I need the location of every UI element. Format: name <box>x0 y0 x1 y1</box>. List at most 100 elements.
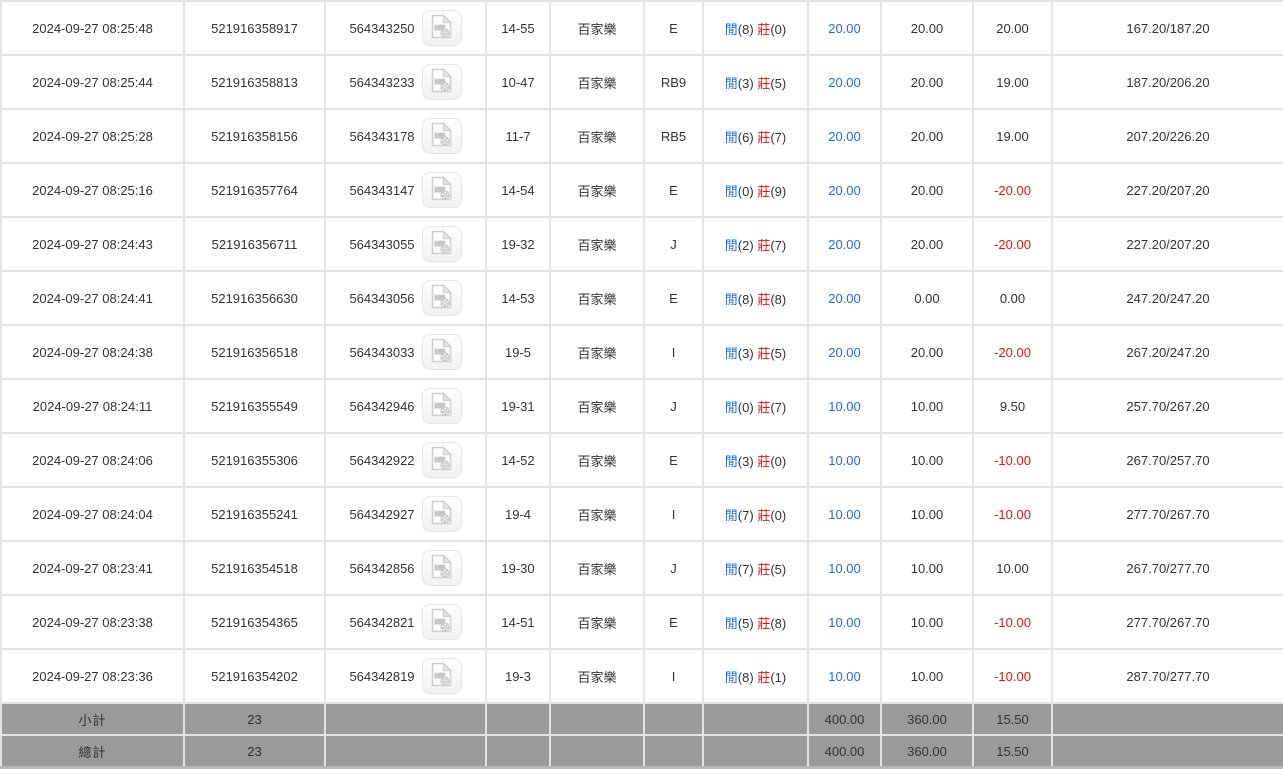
round-cell: 564343178 <box>324 108 487 164</box>
bet-id: 521916356711 <box>183 216 326 272</box>
subtotal-valid-total: 360.00 <box>880 702 974 736</box>
banker-points: (7) <box>770 237 787 253</box>
table-row: 2024-09-27 08:23:38 521916354365 5643428… <box>0 594 1283 650</box>
subtotal-empty-cell <box>485 702 551 736</box>
balance: 207.20/226.20 <box>1051 108 1283 164</box>
round-cell: 564343250 <box>324 0 487 56</box>
valid-bet: 20.00 <box>880 108 974 164</box>
bet-amount-link[interactable]: 20.00 <box>828 236 861 252</box>
bet-amount-link[interactable]: 20.00 <box>828 182 861 198</box>
banker-label: 莊 <box>757 345 771 361</box>
player-points: (5) <box>737 615 754 631</box>
balance: 167.20/187.20 <box>1051 0 1283 56</box>
balance: 277.70/267.70 <box>1051 486 1283 542</box>
video-replay-button[interactable] <box>421 172 462 208</box>
bet-amount-link[interactable]: 10.00 <box>828 506 861 522</box>
table-row: 2024-09-27 08:24:11 521916355549 5643429… <box>0 378 1283 434</box>
subtotal-row: 小計 23 400.00 360.00 15.50 <box>0 702 1283 736</box>
game-type: 百家樂 <box>549 486 645 542</box>
table-row: 2024-09-27 08:25:44 521916358813 5643432… <box>0 54 1283 110</box>
video-replay-button[interactable] <box>421 334 462 370</box>
game-type: 百家樂 <box>549 432 645 488</box>
bet-amount-link[interactable]: 10.00 <box>828 668 861 684</box>
video-replay-button[interactable] <box>421 388 462 424</box>
banker-label: 莊 <box>757 21 771 37</box>
video-replay-button[interactable] <box>421 442 462 478</box>
player-label: 閒 <box>724 453 738 469</box>
player-points: (0) <box>737 183 754 199</box>
bet-time: 2024-09-27 08:23:36 <box>0 648 185 704</box>
banker-points: (0) <box>770 453 787 469</box>
grand-total-empty-cell <box>324 734 487 769</box>
video-replay-button[interactable] <box>421 226 462 262</box>
player-label: 閒 <box>724 237 738 253</box>
banker-label: 莊 <box>757 399 771 415</box>
valid-bet: 0.00 <box>880 270 974 326</box>
video-replay-button[interactable] <box>421 496 462 532</box>
bet-id: 521916358813 <box>183 54 326 110</box>
banker-points: (7) <box>770 129 787 145</box>
valid-bet: 20.00 <box>880 324 974 380</box>
bet-amount-cell: 10.00 <box>807 432 882 488</box>
bet-id: 521916355241 <box>183 486 326 542</box>
game-result: 閒(8) 莊(8) <box>702 270 809 326</box>
banker-label: 莊 <box>757 237 771 253</box>
subtotal-empty-cell <box>643 702 704 736</box>
bet-time: 2024-09-27 08:23:38 <box>0 594 185 650</box>
bet-amount-link[interactable]: 20.00 <box>828 128 861 144</box>
video-replay-button[interactable] <box>421 604 462 640</box>
table-number: 14-55 <box>485 0 551 56</box>
bet-amount-link[interactable]: 20.00 <box>828 344 861 360</box>
grand-total-valid-total: 360.00 <box>880 734 974 769</box>
win-loss: 9.50 <box>972 378 1053 434</box>
win-loss: -10.00 <box>972 648 1053 704</box>
bet-amount-cell: 10.00 <box>807 648 882 704</box>
bet-amount-link[interactable]: 10.00 <box>828 560 861 576</box>
balance: 257.70/267.20 <box>1051 378 1283 434</box>
game-type: 百家樂 <box>549 162 645 218</box>
video-replay-button[interactable] <box>421 10 462 46</box>
bet-amount-cell: 20.00 <box>807 54 882 110</box>
grand-total-empty-cell <box>549 734 645 769</box>
player-points: (2) <box>737 237 754 253</box>
bet-amount-link[interactable]: 20.00 <box>828 20 861 36</box>
result-code: J <box>643 378 704 434</box>
balance: 267.70/257.70 <box>1051 432 1283 488</box>
video-file-icon <box>431 68 452 96</box>
table-row: 2024-09-27 08:23:36 521916354202 5643428… <box>0 648 1283 704</box>
win-loss: -20.00 <box>972 216 1053 272</box>
bet-id: 521916354518 <box>183 540 326 596</box>
win-loss: -10.00 <box>972 486 1053 542</box>
bet-amount-link[interactable]: 10.00 <box>828 614 861 630</box>
round-cell: 564342821 <box>324 594 487 650</box>
player-label: 閒 <box>724 291 738 307</box>
grand-total-empty-cell <box>1051 734 1283 769</box>
bet-amount-link[interactable]: 20.00 <box>828 290 861 306</box>
video-replay-button[interactable] <box>421 658 462 694</box>
video-replay-button[interactable] <box>421 550 462 586</box>
bet-amount-link[interactable]: 10.00 <box>828 452 861 468</box>
player-label: 閒 <box>724 21 738 37</box>
video-replay-button[interactable] <box>421 64 462 100</box>
banker-label: 莊 <box>757 75 771 91</box>
video-file-icon <box>431 176 452 204</box>
balance: 227.20/207.20 <box>1051 162 1283 218</box>
table-number: 19-3 <box>485 648 551 704</box>
video-replay-button[interactable] <box>421 280 462 316</box>
video-file-icon <box>431 122 452 150</box>
banker-points: (5) <box>770 345 787 361</box>
game-result: 閒(2) 莊(7) <box>702 216 809 272</box>
bet-amount-link[interactable]: 20.00 <box>828 74 861 90</box>
player-points: (3) <box>737 345 754 361</box>
video-file-icon <box>431 446 452 474</box>
subtotal-label: 小計 <box>0 702 185 736</box>
result-code: E <box>643 0 704 56</box>
result-code: I <box>643 648 704 704</box>
player-label: 閒 <box>724 399 738 415</box>
video-replay-button[interactable] <box>421 118 462 154</box>
player-label: 閒 <box>724 345 738 361</box>
win-loss: -20.00 <box>972 324 1053 380</box>
valid-bet: 20.00 <box>880 216 974 272</box>
bet-amount-link[interactable]: 10.00 <box>828 398 861 414</box>
